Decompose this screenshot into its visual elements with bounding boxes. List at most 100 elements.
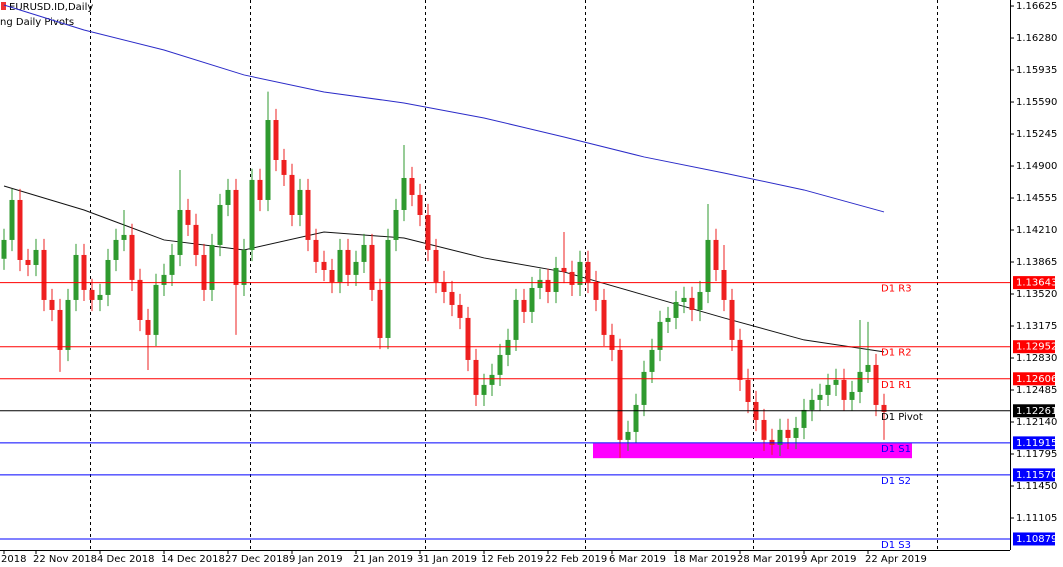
candle-body	[425, 214, 431, 250]
candle-body	[617, 349, 623, 440]
candle-body	[353, 261, 359, 275]
pivot-name: D1 R2	[881, 348, 912, 359]
candle-body	[393, 209, 399, 240]
candle-body	[881, 404, 887, 412]
candle-body	[113, 239, 119, 260]
candle-body	[473, 359, 479, 395]
candle-body	[369, 244, 375, 290]
candle-body	[57, 309, 63, 350]
candle-body	[41, 249, 47, 300]
y-tick-label: 1.11450	[1016, 481, 1057, 492]
y-tick-label: 1.11795	[1016, 449, 1057, 460]
candle-body	[801, 409, 807, 428]
candle-body	[625, 431, 631, 440]
candle-body	[33, 249, 39, 265]
candle-body	[49, 299, 55, 310]
candle-body	[729, 299, 735, 340]
candle-body	[385, 239, 391, 338]
pivot-name: D1 S2	[881, 476, 911, 487]
candle-body	[601, 299, 607, 335]
pivot-name: D1 S1	[881, 444, 911, 455]
candle-body	[441, 281, 447, 292]
price-box-label: 1.13643	[1016, 278, 1057, 289]
candle-body	[65, 299, 71, 350]
y-tick-label: 1.13520	[1016, 289, 1057, 300]
candle-body	[577, 261, 583, 285]
candle-body	[185, 209, 191, 225]
y-tick-label: 1.16280	[1016, 33, 1057, 44]
candle-body	[337, 249, 343, 282]
candle-body	[545, 279, 551, 292]
candle-body	[345, 249, 351, 275]
y-tick-label: 1.15245	[1016, 129, 1057, 140]
candle-body	[241, 249, 247, 285]
candle-body	[305, 189, 311, 240]
x-tick-label: 21 Jan 2019	[353, 554, 413, 565]
x-tick-label: 31 Jan 2019	[417, 554, 477, 565]
candle-body	[761, 419, 767, 440]
x-tick-label: 22 Feb 2019	[545, 554, 607, 565]
candle-body	[793, 427, 799, 438]
candle-body	[377, 289, 383, 338]
candle-body	[633, 404, 639, 432]
price-box-label: 1.12952	[1016, 342, 1057, 353]
price-box-label: 1.11915	[1016, 438, 1057, 449]
y-tick-label: 1.14555	[1016, 193, 1057, 204]
candle-body	[697, 291, 703, 310]
candle-body	[865, 364, 871, 372]
candle-body	[489, 374, 495, 385]
candle-body	[681, 297, 687, 302]
symbol-icon	[1, 2, 6, 10]
candle-body	[121, 234, 127, 240]
candle-body	[329, 269, 335, 282]
price-box-label: 1.11570	[1016, 470, 1057, 481]
pivot-name: D1 Pivot	[881, 412, 923, 423]
x-tick-label: 6 Mar 2019	[609, 554, 666, 565]
x-tick-label: 27 Dec 2018	[225, 554, 289, 565]
candle-body	[529, 287, 535, 312]
price-box	[1013, 404, 1055, 418]
candle-body	[569, 271, 575, 285]
candle-body	[657, 321, 663, 350]
x-tick-label: 22 Nov 2018	[33, 554, 97, 565]
candle-body	[857, 371, 863, 392]
candle-body	[809, 399, 815, 410]
candle-body	[449, 291, 455, 305]
price-box-label: 1.10879	[1016, 534, 1057, 545]
candle-body	[193, 224, 199, 255]
x-tick-label: 4 Dec 2018	[97, 554, 155, 565]
y-tick-label: 1.11105	[1016, 513, 1057, 524]
x-tick-label: 14 Dec 2018	[161, 554, 225, 565]
y-tick-label: 1.16625	[1016, 1, 1057, 12]
candle-body	[17, 199, 23, 260]
candle-body	[561, 267, 567, 272]
candle-body	[825, 384, 831, 395]
pivot-name: D1 S3	[881, 540, 911, 551]
candle-body	[537, 279, 543, 288]
candle-body	[25, 259, 31, 265]
candle-body	[465, 317, 471, 360]
x-tick-label: 22 Apr 2019	[865, 554, 927, 565]
candle-body	[705, 239, 711, 292]
price-box	[1013, 372, 1055, 386]
candle-body	[225, 189, 231, 205]
candle-body	[513, 299, 519, 340]
candle-body	[521, 299, 527, 312]
support-zone	[593, 443, 912, 459]
moving-average	[3, 185, 885, 353]
x-tick-label: 2018	[1, 554, 26, 565]
candle-body	[257, 179, 263, 200]
candle-body	[649, 349, 655, 372]
candle-body	[777, 429, 783, 445]
x-tick-label: 12 Feb 2019	[481, 554, 543, 565]
y-tick-label: 1.12140	[1016, 417, 1057, 428]
candle-body	[129, 234, 135, 280]
x-tick-label: 18 Mar 2019	[673, 554, 736, 565]
y-tick-label: 1.12485	[1016, 385, 1057, 396]
candle-body	[713, 239, 719, 270]
candle-body	[281, 159, 287, 175]
y-tick-label: 1.15935	[1016, 65, 1057, 76]
candle-body	[609, 334, 615, 350]
